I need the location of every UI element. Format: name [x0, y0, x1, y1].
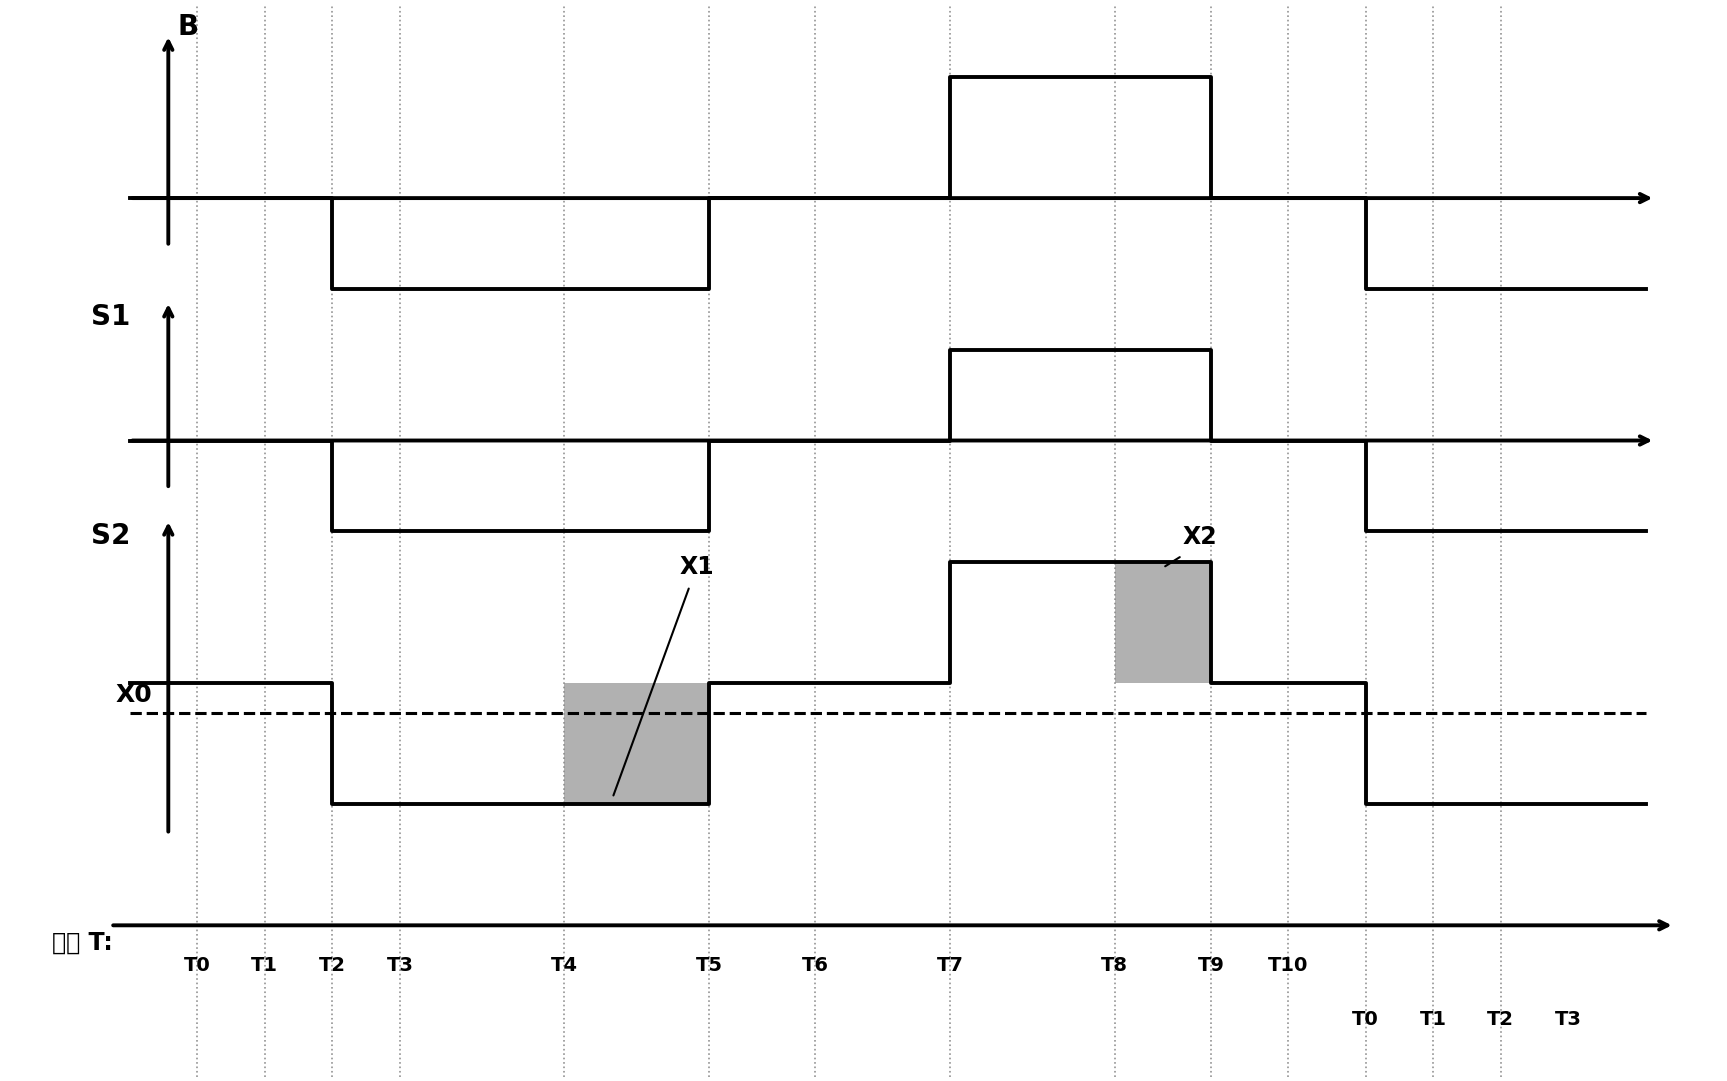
Text: T1: T1	[252, 956, 278, 975]
Text: T9: T9	[1197, 956, 1224, 975]
Bar	[565, 683, 710, 804]
Text: T6: T6	[801, 956, 829, 975]
Text: T3: T3	[1554, 1010, 1582, 1029]
Text: T8: T8	[1102, 956, 1128, 975]
Text: X0: X0	[116, 683, 152, 707]
Text: T2: T2	[1487, 1010, 1515, 1029]
Text: T10: T10	[1268, 956, 1309, 975]
Bar	[1114, 562, 1211, 683]
Text: 时序 T:: 时序 T:	[52, 931, 114, 955]
Text: T7: T7	[938, 956, 964, 975]
Text: X1: X1	[680, 555, 715, 578]
Text: T5: T5	[696, 956, 722, 975]
Text: B: B	[178, 13, 199, 40]
Text: T0: T0	[183, 956, 211, 975]
Text: T0: T0	[1352, 1010, 1378, 1029]
Text: T3: T3	[387, 956, 413, 975]
Text: X2: X2	[1181, 524, 1218, 548]
Text: T1: T1	[1420, 1010, 1447, 1029]
Text: T4: T4	[551, 956, 579, 975]
Text: S2: S2	[92, 522, 131, 549]
Text: T2: T2	[319, 956, 345, 975]
Text: S1: S1	[92, 304, 130, 332]
